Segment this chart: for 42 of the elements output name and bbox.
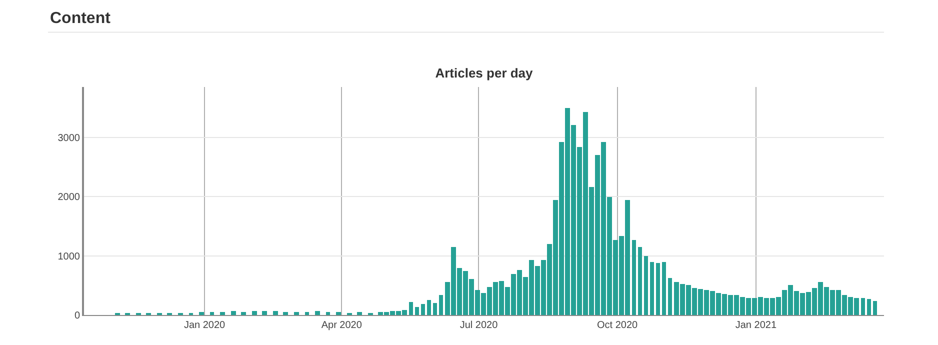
bar [427,300,431,315]
bar [656,263,660,315]
y-tick-label: 0 [74,310,80,322]
bar [326,312,330,315]
bar [220,312,225,315]
y-tick-label: 1000 [58,251,80,262]
x-tick-label: Jul 2020 [460,320,498,331]
bar [283,312,288,315]
bar [262,311,267,315]
bar [650,262,654,315]
bar [315,311,320,315]
bar [644,256,648,315]
bar [210,312,214,315]
bar [357,312,362,315]
bar [662,262,666,315]
bar [273,311,278,315]
bar [638,247,642,315]
bar [336,312,341,315]
y-tick-label: 3000 [58,132,80,144]
bar [231,311,236,315]
x-tick-label: Jan 2021 [735,320,777,331]
bar [867,299,871,315]
y-tick-label: 2000 [58,192,80,204]
x-tick-label: Oct 2020 [597,320,638,331]
bar [252,311,257,315]
bar [632,240,636,315]
bar [409,302,413,315]
bar [421,304,425,315]
x-tick-label: Jan 2020 [184,320,226,331]
bar [861,298,865,315]
bar [199,312,204,315]
text: Content [50,10,112,27]
bar [668,278,672,315]
bar [294,312,299,315]
bar [873,301,877,315]
bar [241,312,246,315]
bar [433,303,437,315]
x-tick-label: Apr 2020 [321,320,362,331]
bar [415,307,419,315]
chart-title: Articles per day [435,66,534,81]
bar [305,312,309,315]
bar [439,295,443,315]
